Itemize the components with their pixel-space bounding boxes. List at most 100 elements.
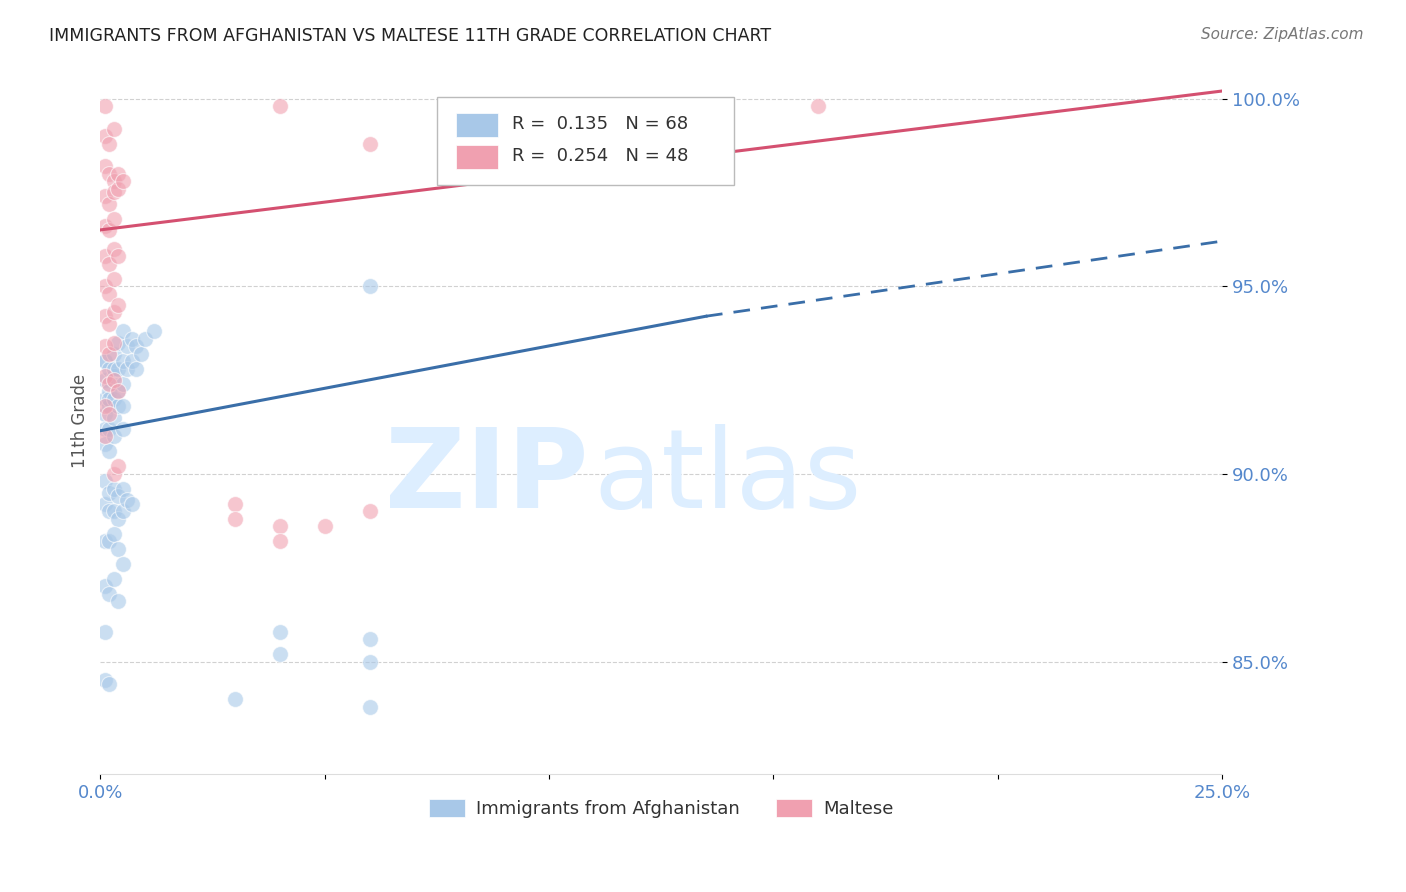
Point	[103, 242, 125, 256]
Point	[94, 422, 117, 436]
Point	[107, 459, 129, 474]
Point	[107, 541, 129, 556]
Point	[94, 99, 117, 113]
FancyBboxPatch shape	[437, 96, 734, 185]
Point	[103, 369, 125, 384]
Point	[111, 504, 134, 518]
Point	[103, 482, 125, 496]
Point	[807, 99, 830, 113]
Point	[98, 485, 121, 500]
Point	[359, 632, 381, 646]
Point	[269, 519, 291, 533]
Text: atlas: atlas	[593, 425, 862, 532]
Point	[103, 186, 125, 200]
Point	[94, 475, 117, 489]
Point	[94, 279, 117, 293]
Point	[103, 347, 125, 361]
Point	[359, 279, 381, 293]
Text: ZIP: ZIP	[385, 425, 588, 532]
Point	[111, 324, 134, 338]
Point	[111, 354, 134, 368]
Point	[98, 534, 121, 549]
Point	[103, 121, 125, 136]
Point	[359, 504, 381, 518]
Point	[107, 361, 129, 376]
Point	[94, 400, 117, 414]
Point	[107, 512, 129, 526]
Point	[103, 429, 125, 443]
Point	[103, 410, 125, 425]
Point	[121, 354, 143, 368]
Point	[98, 587, 121, 601]
Point	[103, 361, 125, 376]
Point	[224, 692, 246, 706]
Point	[98, 347, 121, 361]
Y-axis label: 11th Grade: 11th Grade	[72, 375, 89, 468]
Point	[94, 624, 117, 639]
Point	[94, 673, 117, 688]
Point	[103, 305, 125, 319]
Point	[94, 339, 117, 353]
Point	[125, 361, 148, 376]
Point	[98, 257, 121, 271]
Point	[117, 361, 139, 376]
Point	[98, 422, 121, 436]
Point	[98, 384, 121, 399]
Point	[103, 335, 125, 350]
Point	[129, 347, 152, 361]
Point	[111, 400, 134, 414]
Point	[94, 369, 117, 384]
Point	[103, 504, 125, 518]
Point	[111, 557, 134, 571]
Point	[98, 286, 121, 301]
Point	[94, 354, 117, 368]
Point	[107, 594, 129, 608]
Point	[107, 400, 129, 414]
Point	[94, 407, 117, 421]
Point	[94, 497, 117, 511]
Point	[94, 159, 117, 173]
Point	[94, 249, 117, 263]
Point	[103, 271, 125, 285]
Point	[107, 384, 129, 399]
Point	[134, 332, 156, 346]
Point	[103, 467, 125, 481]
Text: Source: ZipAtlas.com: Source: ZipAtlas.com	[1201, 27, 1364, 42]
Bar	[456, 113, 499, 137]
Text: IMMIGRANTS FROM AFGHANISTAN VS MALTESE 11TH GRADE CORRELATION CHART: IMMIGRANTS FROM AFGHANISTAN VS MALTESE 1…	[49, 27, 772, 45]
Point	[107, 489, 129, 503]
Point	[94, 373, 117, 387]
Point	[98, 504, 121, 518]
Point	[111, 482, 134, 496]
Bar	[456, 145, 499, 169]
Point	[103, 392, 125, 406]
Point	[107, 167, 129, 181]
Point	[98, 223, 121, 237]
Point	[98, 196, 121, 211]
Point	[107, 335, 129, 350]
Point	[103, 572, 125, 586]
Point	[269, 534, 291, 549]
Point	[359, 136, 381, 151]
Point	[107, 384, 129, 399]
Point	[94, 534, 117, 549]
Point	[98, 392, 121, 406]
Point	[125, 339, 148, 353]
Point	[94, 354, 117, 368]
Point	[103, 174, 125, 188]
Point	[103, 211, 125, 226]
Point	[94, 129, 117, 144]
Point	[98, 136, 121, 151]
Point	[98, 407, 121, 421]
Point	[269, 647, 291, 661]
Point	[111, 376, 134, 391]
Point	[359, 655, 381, 669]
Point	[103, 373, 125, 387]
Point	[143, 324, 166, 338]
Point	[121, 332, 143, 346]
Point	[98, 400, 121, 414]
Point	[94, 310, 117, 324]
Point	[314, 519, 336, 533]
Point	[94, 189, 117, 203]
Point	[98, 317, 121, 331]
